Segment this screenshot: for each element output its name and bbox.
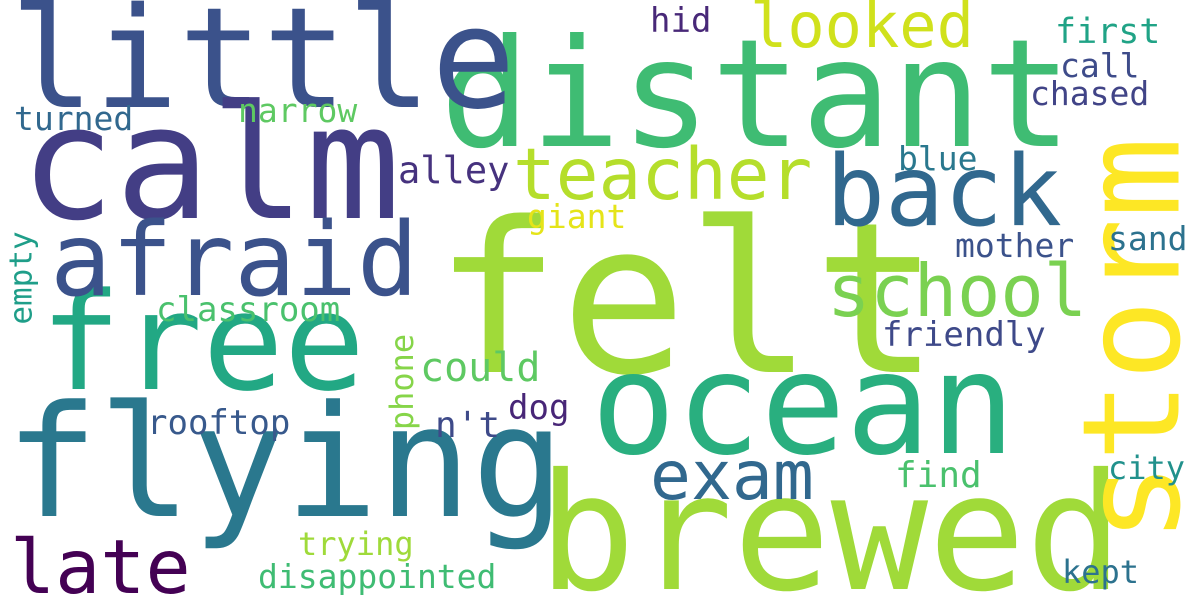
word-felt: felt: [434, 177, 940, 422]
word-blue: blue: [898, 139, 978, 178]
word-giant: giant: [527, 197, 627, 236]
word-empty: empty: [4, 226, 40, 330]
word-alley: alley: [398, 149, 510, 192]
word-rooftop: rooftop: [147, 403, 291, 443]
word-storm: storm: [1054, 125, 1200, 555]
word-trying: trying: [298, 525, 414, 563]
word-find: find: [895, 455, 982, 496]
word-disappointed: disappointed: [258, 557, 497, 596]
word-back: back: [826, 135, 1063, 249]
word-sand: sand: [1108, 219, 1188, 258]
word-narrow: narrow: [238, 91, 358, 130]
word-kept: kept: [1062, 553, 1140, 591]
word-call: call: [1060, 46, 1140, 85]
word-phone: phone: [382, 330, 422, 434]
word-mother: mother: [955, 226, 1075, 265]
word-nt: n't: [435, 405, 501, 446]
word-friendly: friendly: [882, 315, 1046, 355]
word-dog: dog: [508, 388, 570, 428]
word-school: school: [827, 249, 1088, 333]
word-city: city: [1108, 449, 1186, 487]
word-free: free: [40, 264, 366, 421]
word-first: first: [1055, 12, 1161, 52]
word-late: late: [10, 523, 191, 600]
word-hid: hid: [650, 1, 712, 41]
word-classroom: classroom: [156, 290, 341, 330]
word-chased: chased: [1030, 74, 1150, 113]
word-phone-text: phone: [383, 333, 421, 431]
word-teacher: teacher: [513, 133, 813, 216]
word-afraid: afraid: [50, 201, 419, 320]
word-little: little: [10, 0, 516, 141]
word-looked: looked: [750, 0, 974, 62]
word-turned: turned: [14, 99, 134, 138]
word-flying: flying: [5, 372, 565, 553]
word-exam: exam: [650, 437, 814, 516]
word-ocean: ocean: [591, 323, 1016, 487]
word-calm: calm: [20, 72, 401, 256]
word-distant: distant: [440, 8, 1073, 182]
word-could: could: [420, 345, 541, 391]
word-brewed: brewed: [538, 440, 1124, 600]
word-empty-text: empty: [3, 231, 40, 325]
